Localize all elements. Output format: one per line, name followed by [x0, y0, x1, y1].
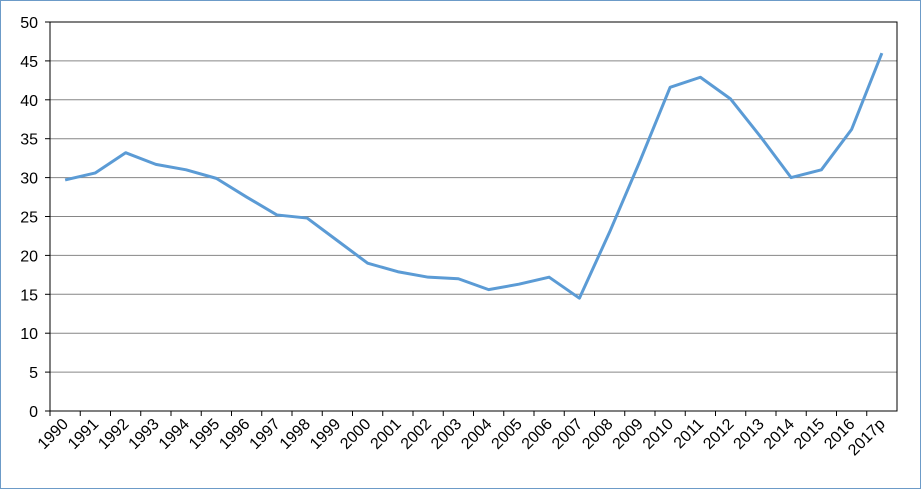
- y-tick-label: 50: [20, 15, 38, 32]
- y-tick-label: 45: [20, 54, 38, 71]
- y-tick-label: 35: [20, 132, 38, 149]
- y-tick-label: 5: [29, 365, 38, 382]
- y-tick-label: 10: [20, 326, 38, 343]
- y-tick-label: 40: [20, 93, 38, 110]
- y-tick-label: 30: [20, 171, 38, 188]
- y-tick-label: 15: [20, 287, 38, 304]
- y-tick-label: 25: [20, 210, 38, 227]
- y-tick-label: 20: [20, 248, 38, 265]
- data-line: [64, 52, 884, 300]
- y-tick-label: 0: [29, 404, 38, 421]
